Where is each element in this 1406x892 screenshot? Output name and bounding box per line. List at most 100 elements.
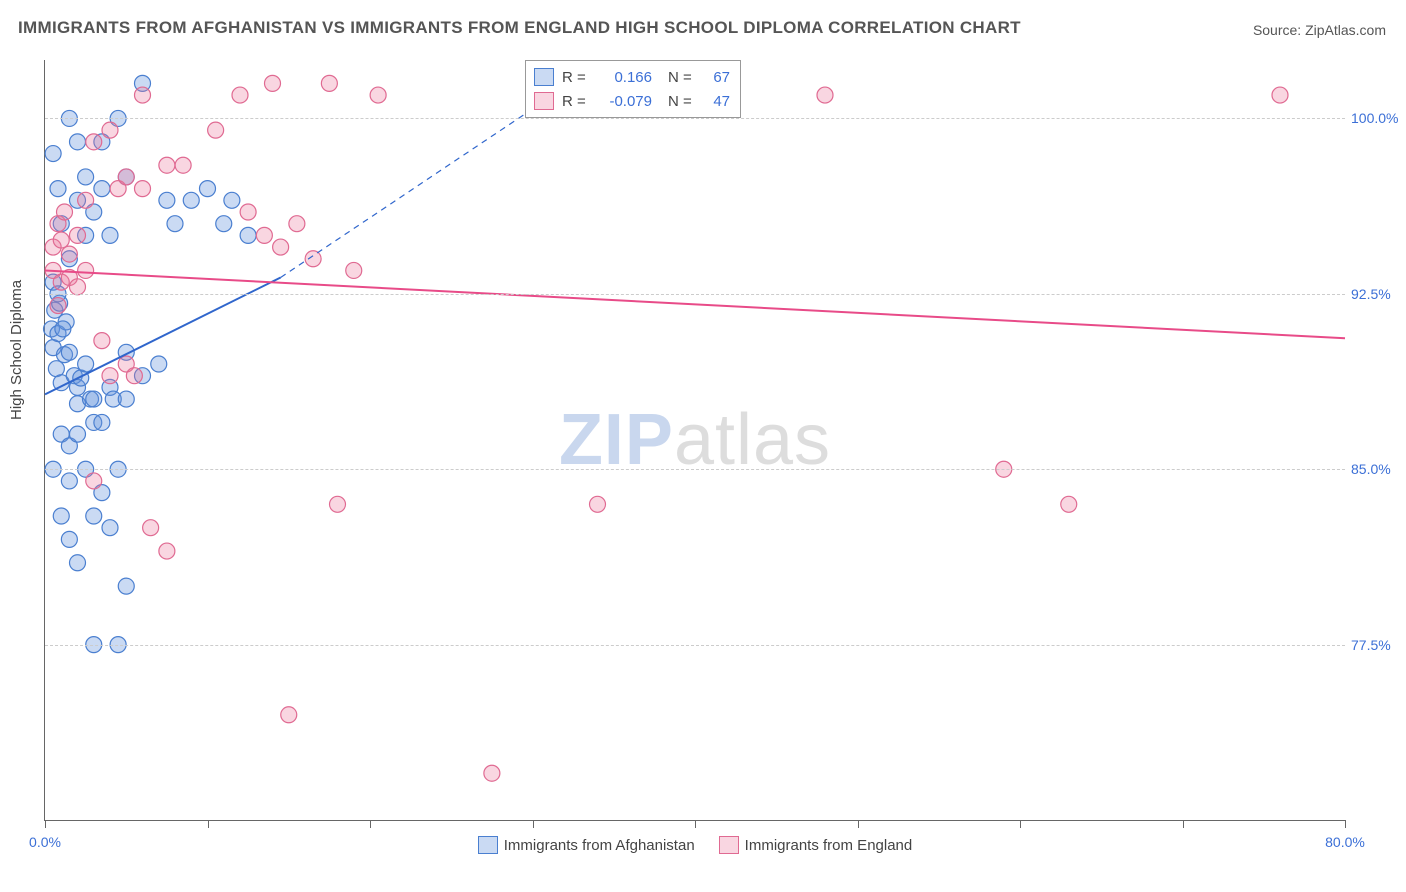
data-point <box>102 520 118 536</box>
data-point <box>1272 87 1288 103</box>
bottom-legend-item-b: Immigrants from England <box>719 836 913 854</box>
legend-n-value-b: 47 <box>704 93 730 110</box>
data-point <box>200 181 216 197</box>
data-point <box>86 508 102 524</box>
data-point <box>86 473 102 489</box>
plot-svg <box>45 60 1345 820</box>
bottom-legend: Immigrants from Afghanistan Immigrants f… <box>45 836 1345 854</box>
data-point <box>590 496 606 512</box>
regression-line <box>45 277 281 394</box>
data-point <box>94 333 110 349</box>
data-point <box>484 765 500 781</box>
y-tick-label: 92.5% <box>1351 286 1403 302</box>
data-point <box>61 344 77 360</box>
data-point <box>175 157 191 173</box>
chart-title: IMMIGRANTS FROM AFGHANISTAN VS IMMIGRANT… <box>18 18 1021 38</box>
data-point <box>50 298 66 314</box>
source-attribution: Source: ZipAtlas.com <box>1253 22 1386 38</box>
data-point <box>289 216 305 232</box>
bottom-legend-label-b: Immigrants from England <box>745 837 913 854</box>
bottom-legend-label-a: Immigrants from Afghanistan <box>504 837 695 854</box>
data-point <box>256 227 272 243</box>
data-point <box>118 578 134 594</box>
data-point <box>70 426 86 442</box>
data-point <box>70 227 86 243</box>
x-tick-label: 80.0% <box>1325 834 1365 850</box>
data-point <box>55 321 71 337</box>
data-point <box>151 356 167 372</box>
legend-row-series-a: R = 0.166 N = 67 <box>534 65 730 89</box>
data-point <box>102 368 118 384</box>
data-point <box>86 134 102 150</box>
legend-r-value-b: -0.079 <box>598 93 652 110</box>
data-point <box>330 496 346 512</box>
legend-r-value-a: 0.166 <box>598 69 652 86</box>
data-point <box>159 157 175 173</box>
correlation-legend-box: R = 0.166 N = 67 R = -0.079 N = 47 <box>525 60 741 118</box>
data-point <box>78 192 94 208</box>
data-point <box>70 279 86 295</box>
x-tick-label: 0.0% <box>29 834 61 850</box>
data-point <box>57 204 73 220</box>
legend-n-value-a: 67 <box>704 69 730 86</box>
legend-r-label: R = <box>562 69 590 86</box>
data-point <box>94 181 110 197</box>
data-point <box>216 216 232 232</box>
data-point <box>118 169 134 185</box>
data-point <box>370 87 386 103</box>
data-point <box>159 543 175 559</box>
legend-n-label: N = <box>668 69 696 86</box>
data-point <box>94 414 110 430</box>
data-point <box>135 181 151 197</box>
data-point <box>61 531 77 547</box>
y-axis-label: High School Diploma <box>8 280 25 420</box>
data-point <box>118 391 134 407</box>
data-point <box>126 368 142 384</box>
data-point <box>1061 496 1077 512</box>
data-point <box>45 146 61 162</box>
regression-line <box>45 270 1345 338</box>
data-point <box>240 204 256 220</box>
data-point <box>305 251 321 267</box>
data-point <box>273 239 289 255</box>
data-point <box>321 75 337 91</box>
data-point <box>143 520 159 536</box>
data-point <box>78 262 94 278</box>
data-point <box>53 508 69 524</box>
data-point <box>346 262 362 278</box>
data-point <box>224 192 240 208</box>
legend-n-label: N = <box>668 93 696 110</box>
data-point <box>167 216 183 232</box>
data-point <box>70 134 86 150</box>
plot-area: ZIPatlas R = 0.166 N = 67 R = -0.079 N =… <box>44 60 1345 821</box>
data-point <box>159 192 175 208</box>
data-point <box>817 87 833 103</box>
data-point <box>78 356 94 372</box>
legend-swatch-b-bottom <box>719 836 739 854</box>
legend-r-label: R = <box>562 93 590 110</box>
data-point <box>208 122 224 138</box>
data-point <box>281 707 297 723</box>
bottom-legend-item-a: Immigrants from Afghanistan <box>478 836 695 854</box>
legend-swatch-a <box>534 68 554 86</box>
legend-swatch-b <box>534 92 554 110</box>
y-tick-label: 85.0% <box>1351 461 1403 477</box>
data-point <box>50 181 66 197</box>
data-point <box>102 122 118 138</box>
data-point <box>53 232 69 248</box>
y-tick-label: 77.5% <box>1351 637 1403 653</box>
y-tick-label: 100.0% <box>1351 110 1403 126</box>
data-point <box>61 473 77 489</box>
data-point <box>70 555 86 571</box>
data-point <box>183 192 199 208</box>
data-point <box>102 227 118 243</box>
legend-swatch-a-bottom <box>478 836 498 854</box>
data-point <box>86 391 102 407</box>
data-point <box>232 87 248 103</box>
data-point <box>78 169 94 185</box>
legend-row-series-b: R = -0.079 N = 47 <box>534 89 730 113</box>
data-point <box>61 246 77 262</box>
data-point <box>240 227 256 243</box>
data-point <box>265 75 281 91</box>
data-point <box>135 87 151 103</box>
